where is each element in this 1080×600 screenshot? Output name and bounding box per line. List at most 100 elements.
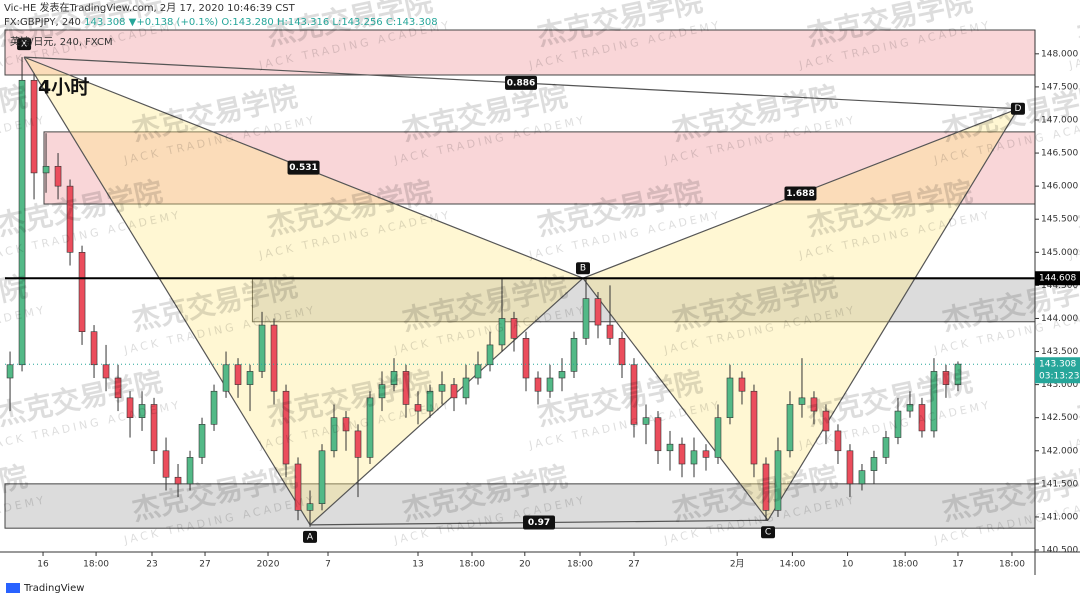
candle-body xyxy=(54,165,62,187)
legend-item: O:143.280 xyxy=(221,17,273,28)
point-box xyxy=(575,262,590,275)
pattern-line xyxy=(767,108,1019,521)
candle-body xyxy=(834,430,842,452)
zone xyxy=(4,483,1036,529)
point-box xyxy=(1010,102,1025,115)
point-box xyxy=(17,38,32,51)
y-tick-label: 141.000 xyxy=(1041,512,1078,522)
zone xyxy=(251,278,1036,323)
candle-body xyxy=(198,424,206,458)
point-label: A xyxy=(307,532,314,542)
candle-body xyxy=(6,364,14,379)
x-tick-label: 23 xyxy=(146,560,157,570)
pattern-fill xyxy=(582,108,1018,521)
zone xyxy=(4,29,1036,76)
x-tick-label: 2020 xyxy=(257,560,280,570)
candle-body xyxy=(30,79,38,174)
watermark-cn: 杰克交易学院 xyxy=(1074,0,1080,52)
candle-body xyxy=(762,463,770,511)
candle-body xyxy=(882,437,890,458)
point-box xyxy=(303,530,318,543)
candle-body xyxy=(798,397,806,405)
pattern xyxy=(23,56,1019,526)
candle-body xyxy=(786,404,794,452)
candle-body xyxy=(210,390,218,425)
ratio-box xyxy=(784,186,817,201)
x-tick-label: 18:00 xyxy=(83,560,109,570)
candle-body xyxy=(774,450,782,511)
candle-body xyxy=(558,371,566,379)
overlay: 0.886 0.531 1.688 0.97 X A B C D xyxy=(5,38,1035,543)
y-tick-label: 141.500 xyxy=(1041,479,1078,489)
candle-body xyxy=(666,443,674,452)
candle-body xyxy=(498,318,506,346)
y-tick-label: 147.000 xyxy=(1041,115,1078,125)
legend-item: C:143.308 xyxy=(386,17,438,28)
candle-body xyxy=(714,417,722,458)
zones xyxy=(4,29,1036,529)
ratio-box xyxy=(523,515,556,530)
candle-body xyxy=(294,463,302,511)
ratio-label: 0.886 xyxy=(507,78,535,88)
candle-body xyxy=(642,417,650,425)
watermark-cn: 杰克交易学院 xyxy=(1074,175,1080,242)
candle-body xyxy=(438,384,446,392)
ratio-box xyxy=(287,160,320,175)
x-tick-label: 7 xyxy=(325,560,331,570)
candle-body xyxy=(942,371,950,385)
candle-body xyxy=(102,364,110,379)
pattern-fill xyxy=(24,57,583,525)
watermark-cn: 杰克交易学院 xyxy=(1074,365,1080,432)
candle-body xyxy=(318,450,326,505)
pattern-line xyxy=(309,277,584,526)
candle-body xyxy=(138,404,146,418)
candle-body xyxy=(366,397,374,458)
x-tick-label: 17 xyxy=(952,560,963,570)
candle-body xyxy=(894,410,902,438)
candle-body xyxy=(930,371,938,432)
y-tick-label: 146.000 xyxy=(1041,182,1078,192)
timeframe: 4小时 xyxy=(38,77,89,99)
candle-body xyxy=(810,397,818,412)
y-tick-label: 144.000 xyxy=(1041,314,1078,324)
x-tick-label: 18:00 xyxy=(567,560,593,570)
legend-item: 143.308 xyxy=(84,17,125,28)
candle-body xyxy=(426,390,434,412)
candle-body xyxy=(594,298,602,326)
candle-body xyxy=(582,298,590,339)
ratio-label: 0.531 xyxy=(289,163,317,173)
candle-body xyxy=(186,457,194,485)
candle-body xyxy=(150,404,158,452)
legend-item: L:143.256 xyxy=(332,17,382,28)
ratio-label: 1.688 xyxy=(786,189,814,199)
y-tick-label: 143.500 xyxy=(1041,347,1078,357)
legend-item: FX:GBPJPY, 240 xyxy=(4,17,81,28)
candle-body xyxy=(918,404,926,432)
candle-body xyxy=(570,338,578,372)
candle-body xyxy=(378,384,386,399)
publisher: Vic-HE 发表在TradingView.com, 2月 17, 2020 1… xyxy=(4,1,296,14)
candle-body xyxy=(462,377,470,399)
y-tick-label: 147.500 xyxy=(1041,82,1078,92)
candle-body xyxy=(822,410,830,432)
candle-body xyxy=(702,450,710,458)
point-box xyxy=(761,526,776,539)
x-tick-label: 10 xyxy=(842,560,854,570)
candle-body xyxy=(606,324,614,339)
candle-body xyxy=(630,364,638,425)
candle-body xyxy=(258,324,266,372)
legend-item: ▼+0.138 (+0.1%) xyxy=(129,17,219,28)
candle-body xyxy=(222,364,230,392)
x-tick-label: 18:00 xyxy=(892,560,918,570)
candle-body xyxy=(906,404,914,412)
point-label: D xyxy=(1014,104,1021,114)
y-tick-label: 140.500 xyxy=(1041,546,1078,556)
ratio-box xyxy=(505,75,538,90)
brand-logo xyxy=(6,583,20,593)
y-tick-label: 145.000 xyxy=(1041,248,1078,258)
candle-body xyxy=(18,79,26,366)
candle-body xyxy=(354,430,362,458)
candle-body xyxy=(450,384,458,399)
x-tick-label: 20 xyxy=(519,560,531,570)
candle-body xyxy=(678,443,686,465)
